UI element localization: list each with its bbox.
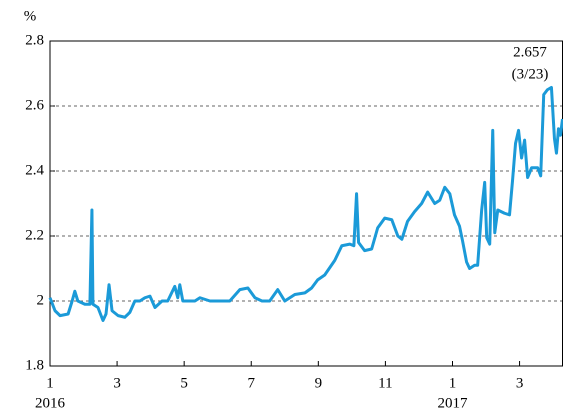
x-tick-label: 9 bbox=[315, 375, 323, 391]
y-tick-label: 2.8 bbox=[25, 32, 44, 48]
y-tick-label: 2.6 bbox=[25, 97, 44, 113]
y-tick-label: 2.2 bbox=[25, 227, 44, 243]
y-unit: % bbox=[24, 8, 37, 24]
x-tick-label: 11 bbox=[378, 375, 392, 391]
x-tick-label: 7 bbox=[247, 375, 255, 391]
year-label: 2017 bbox=[437, 395, 468, 411]
x-tick-label: 1 bbox=[449, 375, 457, 391]
annotation: (3/23) bbox=[512, 66, 549, 82]
x-tick-label: 5 bbox=[180, 375, 188, 391]
line bbox=[48, 85, 563, 322]
annotation: 2.657 bbox=[513, 44, 547, 60]
y-tick-label: 1.8 bbox=[25, 357, 44, 373]
x-tick-label: 3 bbox=[113, 375, 121, 391]
year-label: 2016 bbox=[35, 395, 66, 411]
x-tick-label: 3 bbox=[516, 375, 524, 391]
y-tick-label: 2 bbox=[37, 292, 45, 308]
x-tick-label: 1 bbox=[46, 375, 54, 391]
y-tick-label: 2.4 bbox=[25, 162, 44, 178]
